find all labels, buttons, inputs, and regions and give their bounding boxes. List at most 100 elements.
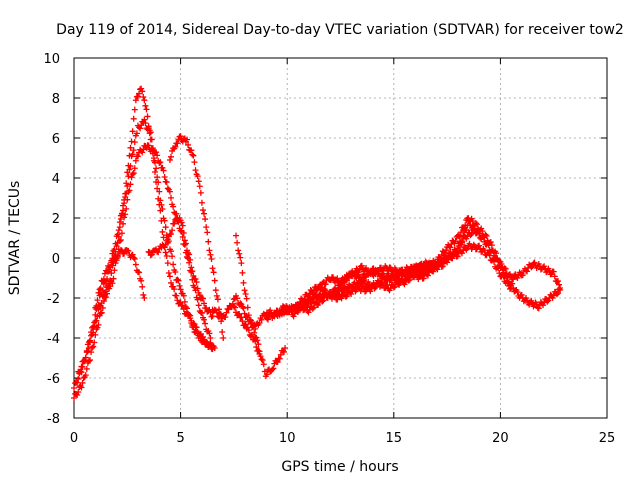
- data-point: [504, 274, 511, 281]
- data-point: [276, 355, 283, 362]
- data-point: [141, 97, 148, 104]
- data-point: [109, 280, 116, 287]
- data-point: [263, 371, 270, 378]
- data-point: [194, 330, 201, 337]
- data-point: [371, 285, 378, 292]
- data-point: [91, 339, 98, 346]
- data-point: [78, 384, 85, 391]
- data-point: [489, 248, 496, 255]
- data-point: [114, 252, 121, 259]
- data-point: [502, 265, 509, 272]
- y-tick-label: -2: [47, 292, 60, 307]
- data-point: [369, 282, 376, 289]
- data-point: [356, 266, 363, 273]
- data-point: [454, 248, 461, 255]
- data-point: [355, 282, 362, 289]
- data-point: [457, 239, 464, 246]
- data-point: [245, 312, 252, 319]
- data-point: [305, 293, 312, 300]
- data-point: [491, 252, 498, 259]
- data-point: [122, 211, 129, 218]
- data-point: [270, 365, 277, 372]
- data-point: [178, 219, 185, 226]
- data-point: [387, 285, 394, 292]
- data-point: [405, 268, 412, 275]
- data-point: [160, 167, 167, 174]
- data-point: [220, 335, 227, 341]
- data-point: [83, 349, 90, 356]
- data-point: [94, 297, 101, 304]
- data-point: [169, 253, 176, 260]
- data-point: [71, 395, 77, 401]
- data-point: [186, 251, 193, 258]
- data-point: [343, 293, 350, 300]
- data-point: [295, 307, 302, 314]
- data-point: [179, 233, 186, 240]
- data-point: [143, 106, 150, 113]
- data-point: [287, 306, 294, 313]
- data-point: [195, 302, 202, 309]
- data-point: [97, 310, 104, 317]
- data-point: [256, 351, 263, 357]
- data-point: [120, 220, 127, 227]
- data-point: [471, 225, 478, 232]
- data-point: [133, 130, 140, 137]
- data-point: [131, 255, 138, 262]
- series-track-m: [294, 217, 483, 309]
- data-point: [193, 279, 200, 286]
- data-point: [198, 310, 205, 317]
- data-point: [358, 262, 365, 269]
- data-point: [475, 227, 482, 234]
- data-point: [413, 262, 420, 269]
- data-point: [510, 276, 517, 283]
- data-point: [127, 181, 134, 188]
- data-point: [452, 238, 459, 245]
- data-point: [473, 221, 480, 228]
- data-point: [244, 304, 251, 311]
- data-point: [554, 290, 561, 297]
- data-point: [190, 324, 197, 331]
- data-point: [237, 300, 244, 307]
- data-point: [163, 179, 170, 186]
- data-point: [139, 88, 146, 95]
- data-point: [343, 277, 350, 284]
- data-point: [97, 285, 104, 292]
- data-point: [464, 222, 471, 229]
- data-point: [194, 173, 201, 180]
- data-point: [132, 97, 139, 104]
- data-point: [413, 270, 420, 277]
- data-point: [304, 301, 311, 308]
- data-point: [455, 243, 462, 250]
- data-point: [386, 275, 393, 282]
- data-point: [179, 302, 186, 309]
- data-point: [164, 185, 171, 192]
- data-point: [295, 302, 302, 309]
- data-point: [170, 203, 177, 210]
- data-point: [310, 288, 317, 295]
- data-point: [524, 268, 531, 275]
- data-point: [318, 284, 325, 291]
- data-point: [291, 310, 298, 317]
- data-point: [191, 159, 198, 166]
- x-tick-label: 0: [70, 431, 78, 446]
- data-point: [127, 144, 134, 151]
- data-point: [391, 283, 398, 290]
- data-point: [168, 194, 175, 201]
- data-point: [102, 267, 109, 274]
- data-point: [457, 229, 464, 236]
- series-track-c: [75, 142, 214, 375]
- data-point: [100, 276, 107, 283]
- data-point: [138, 122, 145, 129]
- data-point: [159, 205, 166, 212]
- data-point: [127, 163, 134, 170]
- data-point: [557, 287, 564, 293]
- data-point: [78, 363, 85, 370]
- data-point: [350, 285, 357, 292]
- data-point: [258, 356, 265, 363]
- data-point: [528, 297, 535, 304]
- data-point: [183, 136, 190, 143]
- data-point: [198, 199, 205, 206]
- data-point: [514, 289, 521, 296]
- data-point: [158, 201, 165, 208]
- data-point: [256, 320, 263, 327]
